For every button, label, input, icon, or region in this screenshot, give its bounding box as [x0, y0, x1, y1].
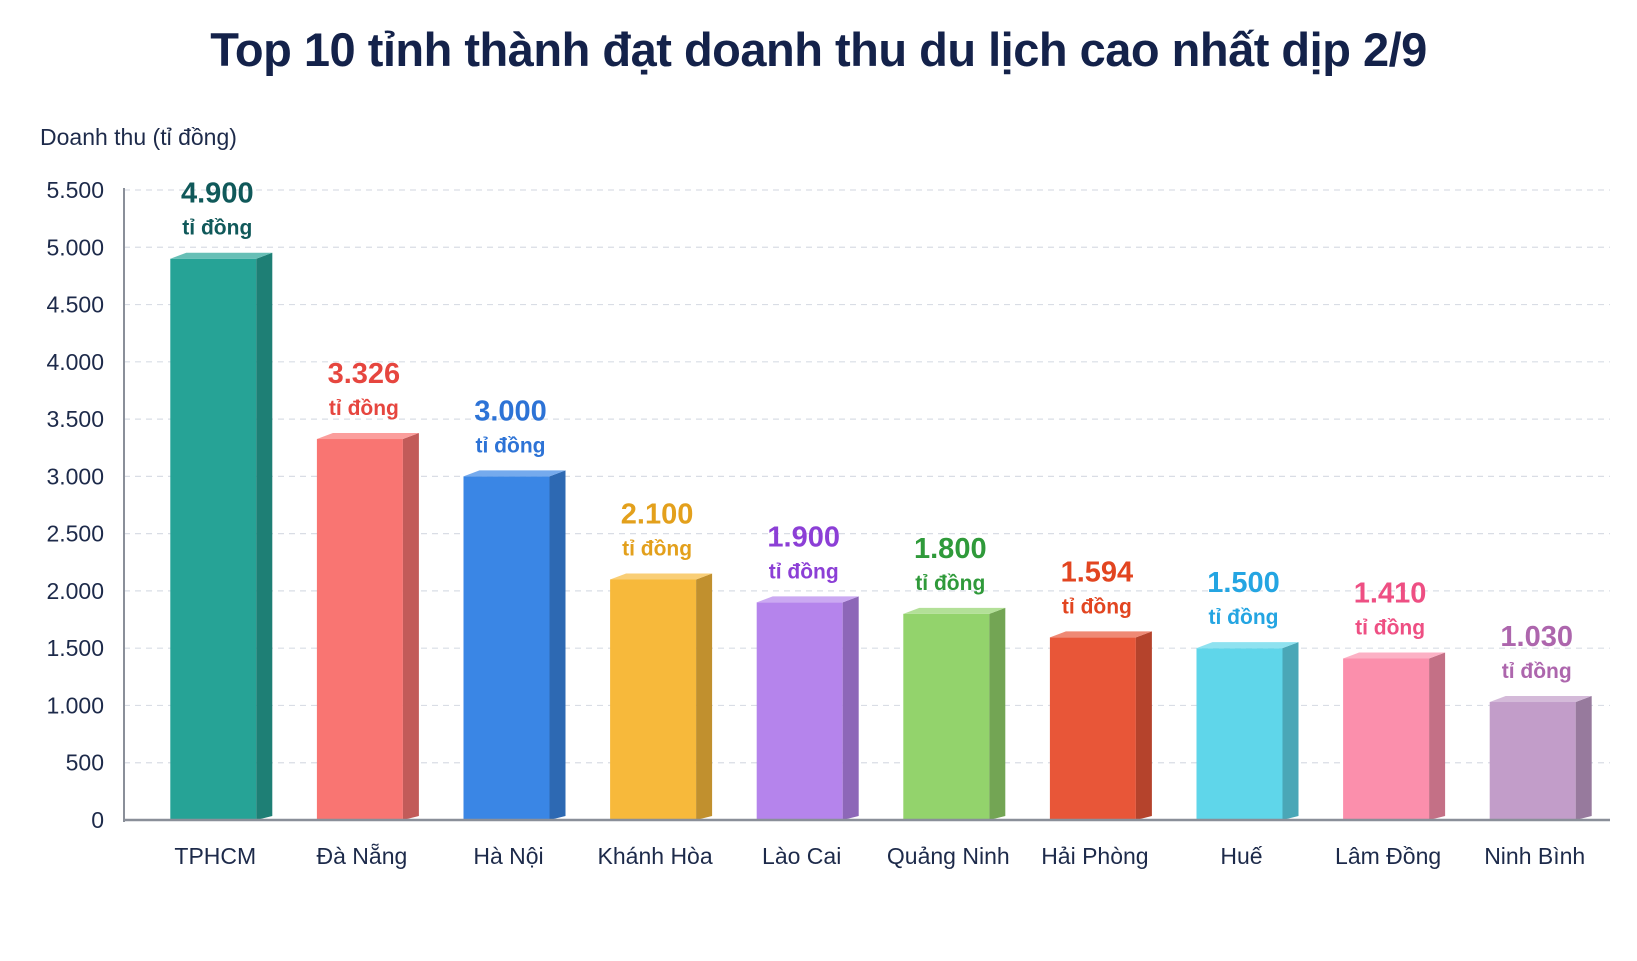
bar-value-label: 1.900 [767, 521, 840, 553]
bar-top [1196, 642, 1299, 649]
bar-group [1196, 642, 1299, 820]
bar-top [903, 607, 1006, 614]
bar-side [402, 433, 419, 820]
bar [1049, 637, 1136, 820]
bar-value-label: 3.000 [474, 395, 547, 427]
bar [903, 613, 990, 820]
bar-top [756, 596, 859, 603]
bar [170, 258, 257, 820]
bar-unit-label: tỉ đồng [329, 397, 399, 420]
bar-group [1343, 652, 1446, 820]
bar-group [610, 573, 713, 820]
bar [756, 602, 843, 820]
bar [1489, 702, 1576, 820]
y-tick-label: 500 [66, 750, 104, 776]
bar-value-label: 1.500 [1207, 567, 1280, 599]
x-tick-label: Đà Nẵng [317, 842, 408, 869]
x-tick-label: Hải Phòng [1041, 843, 1148, 869]
bar-top [1343, 652, 1446, 659]
bar-group [903, 607, 1006, 820]
bar-side [1575, 696, 1592, 820]
bar-unit-label: tỉ đồng [1209, 606, 1279, 629]
bar-top [170, 252, 273, 259]
x-tick-label: Lào Cai [762, 843, 841, 869]
bar-unit-label: tỉ đồng [1062, 595, 1132, 618]
x-tick-label: Lâm Đồng [1335, 843, 1441, 869]
bar [1196, 648, 1283, 820]
bar-group [1489, 696, 1592, 820]
x-tick-label: Huế [1220, 843, 1262, 869]
y-axis-title: Doanh thu (tỉ đồng) [40, 124, 237, 150]
x-tick-label: Hà Nội [473, 843, 543, 869]
bar-side [256, 252, 273, 820]
bar-unit-label: tỉ đồng [1355, 616, 1425, 639]
y-tick-label: 4.500 [46, 292, 104, 318]
bar-group [170, 252, 273, 820]
bar-group [316, 433, 419, 820]
y-tick-label: 2.000 [46, 578, 104, 604]
x-tick-label: Quảng Ninh [887, 843, 1010, 869]
bar-side [842, 596, 859, 820]
bar-side [1429, 652, 1446, 820]
bar-value-label: 4.900 [181, 178, 254, 210]
bar-value-label: 2.100 [621, 498, 694, 530]
bar-value-label: 1.800 [914, 533, 987, 565]
y-tick-label: 1.500 [46, 635, 104, 661]
bar-side [989, 607, 1006, 820]
bar-group [463, 470, 566, 820]
y-tick-label: 5.000 [46, 234, 104, 260]
bar-top [610, 573, 713, 580]
bar [610, 579, 697, 820]
y-tick-label: 1.000 [46, 692, 104, 718]
bar-value-label: 1.594 [1061, 556, 1134, 588]
bar [1343, 658, 1430, 820]
bar-value-label: 1.410 [1354, 577, 1427, 609]
bar-top [1489, 696, 1592, 703]
bar [316, 439, 403, 820]
y-tick-label: 3.500 [46, 406, 104, 432]
y-tick-label: 2.500 [46, 521, 104, 547]
bar-unit-label: tỉ đồng [915, 572, 985, 595]
bar-side [1135, 631, 1152, 820]
bar-side [1282, 642, 1299, 820]
bar-top [316, 433, 419, 440]
x-tick-label: Khánh Hòa [598, 843, 713, 869]
bar-unit-label: tỉ đồng [476, 434, 546, 457]
bar-top [463, 470, 566, 477]
bar-value-label: 1.030 [1500, 621, 1573, 653]
bar-group [1049, 631, 1152, 820]
y-tick-label: 3.000 [46, 463, 104, 489]
bar-group [756, 596, 859, 820]
bar-unit-label: tỉ đồng [1502, 660, 1572, 683]
bar-unit-label: tỉ đồng [182, 217, 252, 240]
y-tick-label: 4.000 [46, 349, 104, 375]
y-tick-label: 0 [91, 807, 104, 833]
bar-unit-label: tỉ đồng [622, 537, 692, 560]
bar [463, 476, 550, 820]
x-tick-label: TPHCM [174, 843, 256, 869]
bar-side [696, 573, 713, 820]
bar-side [549, 470, 566, 820]
x-tick-label: Ninh Bình [1484, 843, 1585, 869]
bar-top [1049, 631, 1152, 638]
bar-value-label: 3.326 [328, 358, 401, 390]
chart-title: Top 10 tỉnh thành đạt doanh thu du lịch … [210, 23, 1427, 76]
y-tick-label: 5.500 [46, 177, 104, 203]
bar-unit-label: tỉ đồng [769, 560, 839, 583]
